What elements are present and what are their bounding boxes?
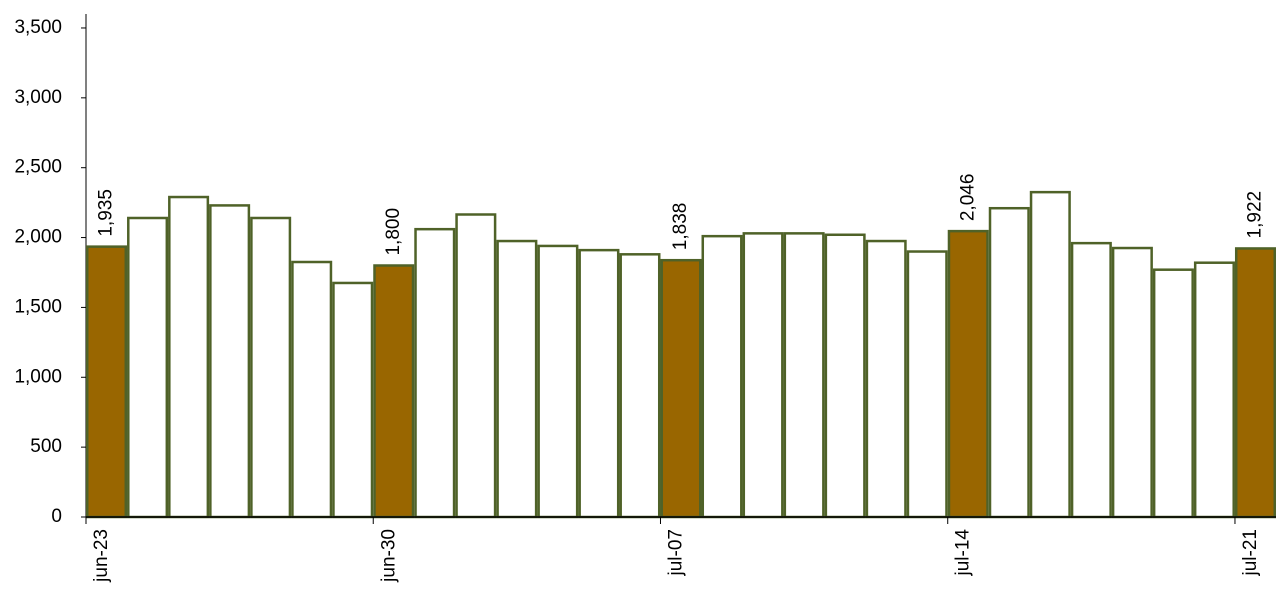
bar <box>332 281 374 519</box>
bar <box>86 245 128 519</box>
bar <box>783 232 825 519</box>
bar <box>619 253 661 519</box>
y-tick-label: 3,500 <box>14 17 62 38</box>
value-label: 1,800 <box>383 208 404 256</box>
bar <box>168 195 210 519</box>
bar <box>250 216 292 519</box>
bar <box>291 260 333 519</box>
y-tick-label: 3,000 <box>14 87 62 108</box>
y-tick-label: 2,000 <box>14 227 62 248</box>
bar <box>865 239 907 519</box>
y-tick-label: 500 <box>30 436 62 457</box>
x-tick-label: jun-30 <box>378 529 399 583</box>
x-tick-label: jul-07 <box>665 529 686 576</box>
bar <box>496 239 538 519</box>
bar <box>947 229 989 519</box>
y-tick-label: 0 <box>51 506 62 527</box>
bar <box>906 250 948 519</box>
value-label: 1,935 <box>96 189 117 237</box>
y-tick-label: 1,000 <box>14 366 62 387</box>
bar <box>742 232 784 519</box>
bar <box>660 258 702 519</box>
bar <box>127 216 169 519</box>
y-tick-label: 2,500 <box>14 157 62 178</box>
y-tick-label: 1,500 <box>14 296 62 317</box>
bar <box>824 233 866 519</box>
x-tick-label: jun-23 <box>91 529 112 583</box>
value-label: 1,922 <box>1244 191 1265 239</box>
bar <box>1193 261 1235 519</box>
bar <box>455 213 497 519</box>
bar <box>414 227 456 519</box>
bar <box>537 244 579 519</box>
bar <box>1029 190 1071 519</box>
bar <box>988 206 1030 519</box>
bar <box>1111 246 1153 519</box>
bar <box>701 234 743 519</box>
value-label: 1,838 <box>670 203 691 251</box>
bar <box>578 248 620 519</box>
bar <box>1070 241 1112 519</box>
x-tick-label: jul-14 <box>953 529 974 577</box>
value-label: 2,046 <box>957 174 978 222</box>
bar <box>209 204 251 519</box>
bar <box>1152 268 1194 519</box>
x-tick-label: jul-21 <box>1240 529 1261 576</box>
bar <box>1234 247 1276 519</box>
bar <box>373 264 415 519</box>
